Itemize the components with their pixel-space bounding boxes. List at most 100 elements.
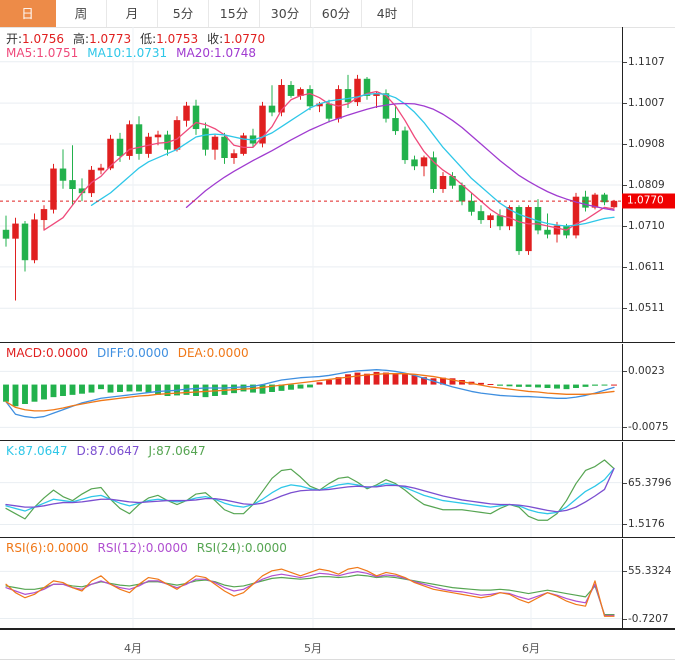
axis-tick-label: -0.0075 [628, 421, 669, 434]
price-plot[interactable] [0, 27, 622, 343]
ma-legend: MA5:1.0751 MA10:1.0731 MA20:1.0748 [6, 46, 265, 60]
macd-legend: MACD:0.0000 DIFF:0.0000 DEA:0.0000 [6, 346, 258, 360]
axis-tickmark [623, 61, 627, 63]
period-tab-6[interactable]: 60分 [311, 0, 362, 27]
axis-tickmark [623, 185, 627, 186]
axis-tickmark [623, 144, 627, 146]
period-tab-2[interactable]: 月 [107, 0, 158, 27]
rsi-legend-value-0: 0.0000 [46, 541, 89, 555]
ohlc-legend-item-0: 开:1.0756 [6, 32, 64, 46]
rsi-legend: RSI(6):0.0000 RSI(12):0.0000 RSI(24):0.000… [6, 541, 296, 555]
time-axis-label-2: 6月 [522, 642, 540, 655]
kdj-legend-item-2: J:87.0647 [148, 444, 205, 458]
period-tab-7[interactable]: 4时 [362, 0, 413, 27]
kdj-legend-value-1: 87.0647 [89, 444, 140, 458]
ohlc-legend-label-3: 收: [207, 32, 224, 46]
ohlc-legend-item-2: 低:1.0753 [140, 32, 198, 46]
axis-tickmark [623, 482, 627, 484]
ohlc-legend-label-2: 低: [140, 32, 157, 46]
macd-axis: 0.0023 -0.0075 [622, 344, 675, 441]
ma-legend-label-0: MA5: [6, 46, 37, 60]
axis-tickmark [623, 524, 627, 526]
kdj-panel: K:87.0647 D:87.0647 J:87.0647 65.3796 1.517… [0, 442, 675, 538]
kdj-legend-item-1: D:87.0647 [77, 444, 140, 458]
axis-tickmark [623, 266, 627, 268]
axis-tickmark [623, 427, 627, 429]
axis-tick-label: 55.3324 [628, 565, 672, 578]
ohlc-legend-value-2: 1.0753 [156, 32, 199, 46]
period-tab-4[interactable]: 15分 [209, 0, 260, 27]
axis-tickmark [623, 371, 627, 373]
period-tab-3[interactable]: 5分 [158, 0, 209, 27]
ma-legend-value-2: 1.0748 [214, 46, 256, 60]
macd-legend-label-1: DIFF: [97, 346, 127, 360]
ohlc-legend-value-0: 1.0756 [22, 32, 65, 46]
rsi-panel: RSI(6):0.0000 RSI(12):0.0000 RSI(24):0.000… [0, 539, 675, 629]
rsi-plot[interactable] [0, 539, 622, 629]
ohlc-legend-label-0: 开: [6, 32, 23, 46]
kdj-plot[interactable] [0, 442, 622, 538]
panel-divider [0, 342, 675, 343]
current-price-tag: 1.0770 [622, 193, 675, 209]
price-panel: 开:1.0756 高:1.0773 低:1.0753 收:1.0770 MA5:1.0… [0, 27, 675, 343]
axis-tickmark [623, 103, 627, 105]
ma-legend-item-2: MA20:1.0748 [176, 46, 256, 60]
macd-legend-value-0: 0.0000 [46, 346, 89, 360]
macd-legend-value-2: 0.0000 [206, 346, 249, 360]
rsi-legend-label-1: RSI(12): [97, 541, 146, 555]
axis-tick-label: 1.1007 [628, 97, 665, 110]
kdj-axis: 65.3796 1.5176 [622, 442, 675, 538]
period-tab-0[interactable]: 日 [0, 0, 56, 27]
macd-legend-item-1: DIFF:0.0000 [97, 346, 169, 360]
ma-legend-item-0: MA5:1.0751 [6, 46, 78, 60]
ma-legend-label-1: MA10: [87, 46, 126, 60]
kdj-legend-label-2: J: [148, 444, 157, 458]
macd-legend-item-2: DEA:0.0000 [178, 346, 249, 360]
price-axis: 1.1107 1.1007 1.0908 1.0809 1.0710 1.0611 1.05… [622, 27, 675, 343]
axis-tick-label: 1.5176 [628, 518, 665, 531]
time-axis-label-0: 4月 [124, 642, 142, 655]
macd-plot[interactable] [0, 344, 622, 441]
tabbar-filler [413, 0, 675, 27]
ohlc-legend-item-1: 高:1.0773 [73, 32, 131, 46]
period-tab-5[interactable]: 30分 [260, 0, 311, 27]
kdj-legend: K:87.0647 D:87.0647 J:87.0647 [6, 444, 215, 458]
kdj-legend-item-0: K:87.0647 [6, 444, 68, 458]
kdj-legend-label-0: K: [6, 444, 18, 458]
panel-divider [0, 440, 675, 441]
macd-legend-label-0: MACD: [6, 346, 47, 360]
ohlc-legend: 开:1.0756 高:1.0773 低:1.0753 收:1.0770 [6, 30, 274, 47]
rsi-legend-item-2: RSI(24):0.0000 [197, 541, 287, 555]
axis-tick-label: 1.0710 [628, 219, 665, 232]
axis-tick-label: 1.1107 [628, 55, 665, 68]
panel-divider [0, 537, 675, 538]
rsi-legend-value-2: 0.0000 [244, 541, 287, 555]
macd-legend-item-0: MACD:0.0000 [6, 346, 88, 360]
axis-tickmark [623, 308, 627, 310]
ma-legend-value-1: 1.0731 [125, 46, 168, 60]
axis-tick-label: -0.7207 [628, 612, 669, 625]
period-tabbar: 日周月 5分 15分 30分 60分 4时 [0, 0, 675, 28]
kdj-legend-value-0: 87.0647 [17, 444, 68, 458]
period-tab-1[interactable]: 周 [56, 0, 107, 27]
rsi-legend-label-0: RSI(6): [6, 541, 47, 555]
ma-legend-item-1: MA10:1.0731 [87, 46, 167, 60]
time-axis: 4月 5月 6月 [0, 629, 675, 668]
ohlc-legend-label-1: 高: [73, 32, 90, 46]
panel-divider [0, 628, 675, 629]
rsi-legend-item-1: RSI(12):0.0000 [98, 541, 188, 555]
rsi-axis: 55.3324 -0.7207 [622, 539, 675, 629]
macd-panel: MACD:0.0000 DIFF:0.0000 DEA:0.0000 0.0023-… [0, 344, 675, 441]
axis-tick-label: 1.0511 [628, 302, 665, 315]
axis-tick-label: 0.0023 [628, 365, 665, 378]
axis-tick-label: 1.0611 [628, 260, 665, 273]
macd-legend-value-1: 0.0000 [126, 346, 169, 360]
axis-tick-label: 65.3796 [628, 476, 672, 489]
macd-legend-label-2: DEA: [177, 346, 207, 360]
axis-tickmark [623, 225, 627, 227]
rsi-legend-item-0: RSI(6):0.0000 [6, 541, 89, 555]
kdj-legend-value-2: 87.0647 [156, 444, 206, 458]
axis-tick-label: 1.0908 [628, 138, 665, 151]
axis-tickmark [623, 618, 627, 620]
